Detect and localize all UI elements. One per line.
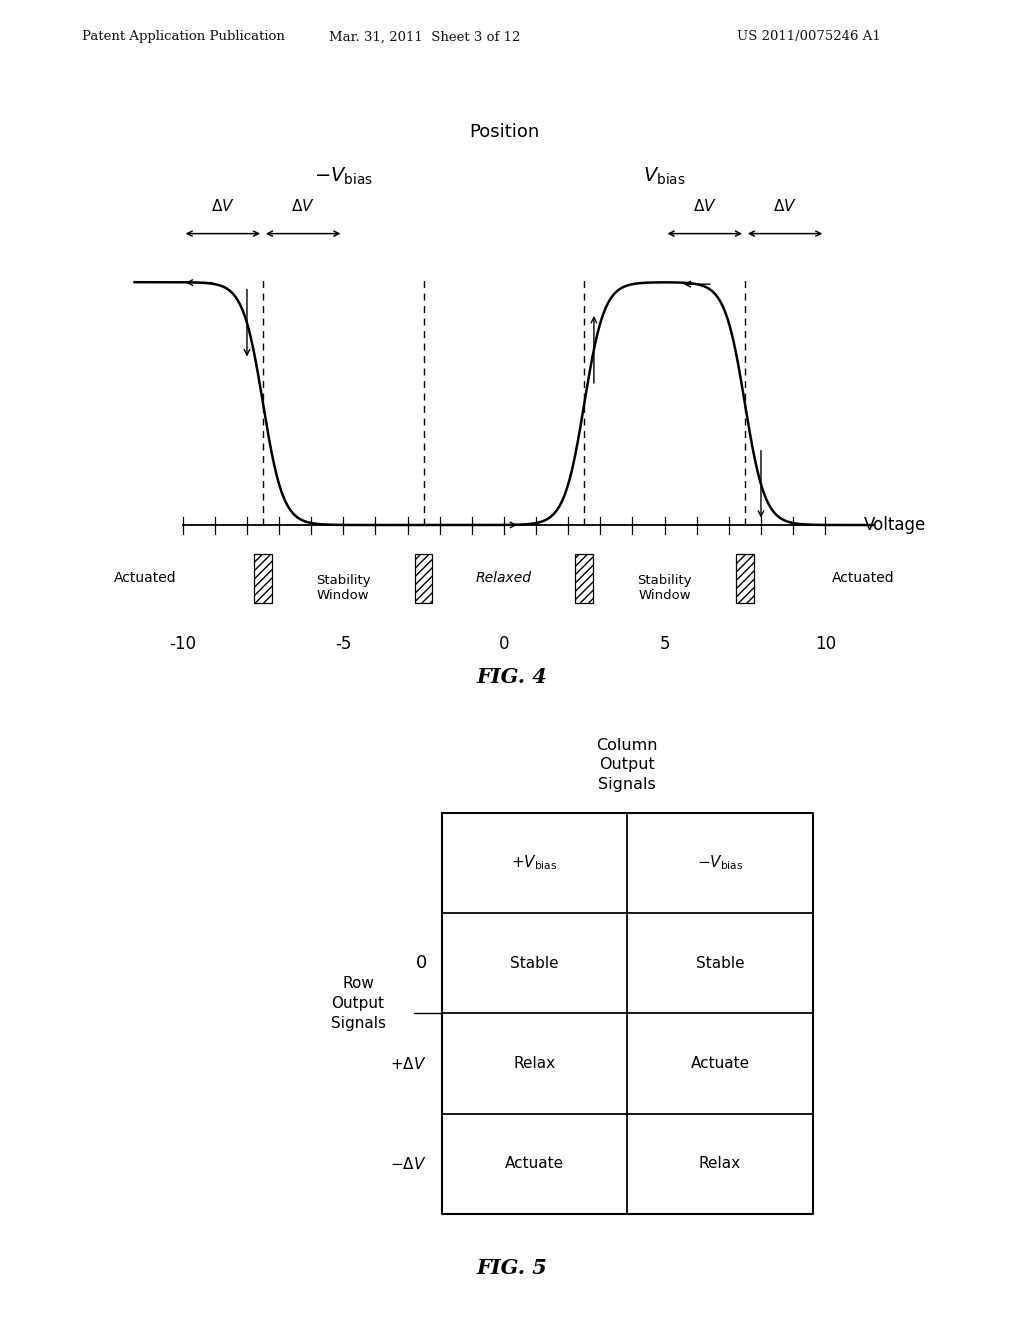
Text: $-\Delta V$: $-\Delta V$ [390, 1156, 427, 1172]
Text: $\Delta V$: $\Delta V$ [291, 198, 315, 214]
Text: FIG. 4: FIG. 4 [476, 667, 548, 686]
Text: Actuate: Actuate [505, 1156, 564, 1171]
Text: Relaxed: Relaxed [476, 572, 532, 586]
Text: Stability
Window: Stability Window [316, 574, 371, 602]
Text: $\Delta V$: $\Delta V$ [211, 198, 234, 214]
Bar [575, 554, 593, 603]
Text: Stable: Stable [695, 956, 744, 970]
Text: Stability
Window: Stability Window [637, 574, 692, 602]
Bar [736, 554, 754, 603]
Text: Relax: Relax [699, 1156, 741, 1171]
Text: Actuated: Actuated [114, 572, 176, 586]
Text: Patent Application Publication: Patent Application Publication [82, 30, 285, 44]
Text: Column
Output
Signals: Column Output Signals [596, 738, 658, 792]
Text: Actuate: Actuate [690, 1056, 750, 1071]
Bar [415, 554, 432, 603]
Text: $+V_{\rm bias}$: $+V_{\rm bias}$ [511, 854, 558, 873]
Text: Stable: Stable [510, 956, 559, 970]
Text: $+\Delta V$: $+\Delta V$ [390, 1056, 427, 1072]
Text: Position: Position [469, 123, 539, 141]
Text: Actuated: Actuated [831, 572, 894, 586]
Text: $\Delta V$: $\Delta V$ [693, 198, 717, 214]
Text: $\Delta V$: $\Delta V$ [773, 198, 797, 214]
Bar [254, 554, 271, 603]
Text: 0: 0 [416, 954, 427, 973]
Text: Row
Output
Signals: Row Output Signals [331, 977, 386, 1031]
Text: $-V_{\mathsf{bias}}$: $-V_{\mathsf{bias}}$ [314, 165, 373, 187]
Text: FIG. 5: FIG. 5 [476, 1258, 548, 1278]
Text: Mar. 31, 2011  Sheet 3 of 12: Mar. 31, 2011 Sheet 3 of 12 [330, 30, 520, 44]
Text: $V_{\mathsf{bias}}$: $V_{\mathsf{bias}}$ [643, 165, 686, 187]
Text: US 2011/0075246 A1: US 2011/0075246 A1 [737, 30, 881, 44]
Text: Voltage: Voltage [864, 516, 926, 535]
Text: $-V_{\rm bias}$: $-V_{\rm bias}$ [696, 854, 743, 873]
Text: Relax: Relax [513, 1056, 555, 1071]
